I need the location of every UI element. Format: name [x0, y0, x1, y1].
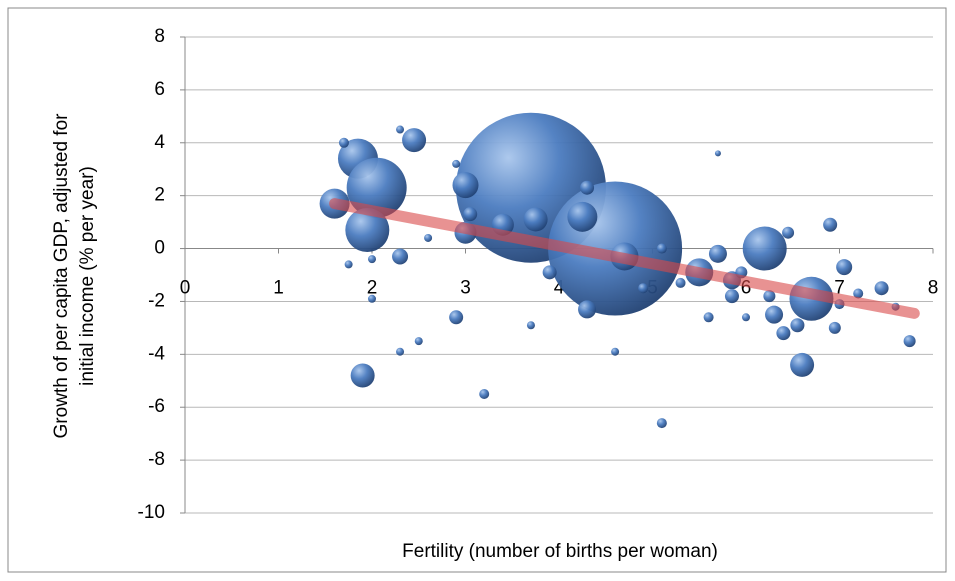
bubble [763, 290, 776, 303]
bubble [479, 389, 490, 399]
y-axis-label: Growth of per capita GDP, adjusted for i… [51, 113, 98, 439]
y-tick-label: 6 [154, 79, 165, 100]
bubble [874, 281, 889, 296]
bubble [853, 288, 864, 299]
bubble [742, 226, 787, 271]
x-tick-label: 7 [834, 278, 845, 299]
bubble [656, 418, 667, 429]
bubble [402, 128, 427, 153]
bubble [823, 217, 838, 232]
bubble [638, 283, 649, 294]
x-tick-label: 6 [741, 278, 752, 299]
bubble [782, 226, 795, 239]
y-tick-label: -10 [138, 502, 165, 523]
y-tick-label: -6 [148, 396, 165, 417]
x-tick-label: 2 [367, 278, 378, 299]
x-tick-label: 3 [460, 278, 471, 299]
bubble [790, 352, 815, 377]
bubble [742, 313, 750, 322]
bubble [414, 337, 423, 346]
bubble [776, 326, 791, 341]
bubble [346, 157, 407, 218]
bubble [523, 207, 548, 232]
bubble [392, 248, 409, 265]
bubble [396, 347, 405, 356]
bubble [903, 335, 916, 348]
x-tick-label: 1 [273, 278, 284, 299]
bubble [656, 243, 667, 254]
bubble [368, 294, 376, 303]
y-tick-label: 4 [154, 132, 165, 153]
bubble [724, 289, 739, 304]
bubble [714, 150, 721, 157]
y-tick-label: -4 [148, 343, 165, 364]
bubble [611, 347, 620, 356]
bubble [542, 265, 557, 280]
bubble [703, 312, 714, 323]
bubble [526, 321, 535, 330]
x-tick-label: 4 [554, 278, 565, 299]
bubble [675, 277, 686, 288]
trendline [329, 198, 920, 319]
y-tick-label: -2 [148, 290, 165, 311]
bubble [790, 318, 805, 333]
bubble [463, 207, 478, 222]
bubble [836, 259, 853, 276]
bubble [765, 305, 784, 324]
x-tick-label: 8 [928, 278, 939, 299]
bubble [338, 137, 349, 148]
bubble [708, 244, 727, 263]
bubble [452, 159, 461, 168]
y-tick-label: 0 [154, 238, 165, 259]
bubble [578, 300, 597, 319]
bubble [452, 172, 479, 199]
y-tick-label: 2 [154, 185, 165, 206]
x-axis-label: Fertility (number of births per woman) [402, 541, 718, 562]
bubble [344, 260, 353, 269]
y-tick-label: 8 [154, 26, 165, 47]
y-tick-label: -8 [148, 449, 165, 470]
bubble [368, 255, 376, 264]
bubble [828, 321, 841, 334]
y-axis-label-line: Growth of per capita GDP, adjusted for [51, 113, 72, 439]
bubble [449, 310, 464, 325]
bubble [580, 180, 595, 195]
bubble [567, 201, 598, 232]
y-axis-label-line: initial income (% per year) [77, 166, 98, 386]
bubble [345, 208, 390, 253]
x-tick-label: 0 [180, 278, 191, 299]
bubble [396, 125, 405, 134]
bubble [424, 233, 433, 242]
bubble [350, 363, 375, 388]
